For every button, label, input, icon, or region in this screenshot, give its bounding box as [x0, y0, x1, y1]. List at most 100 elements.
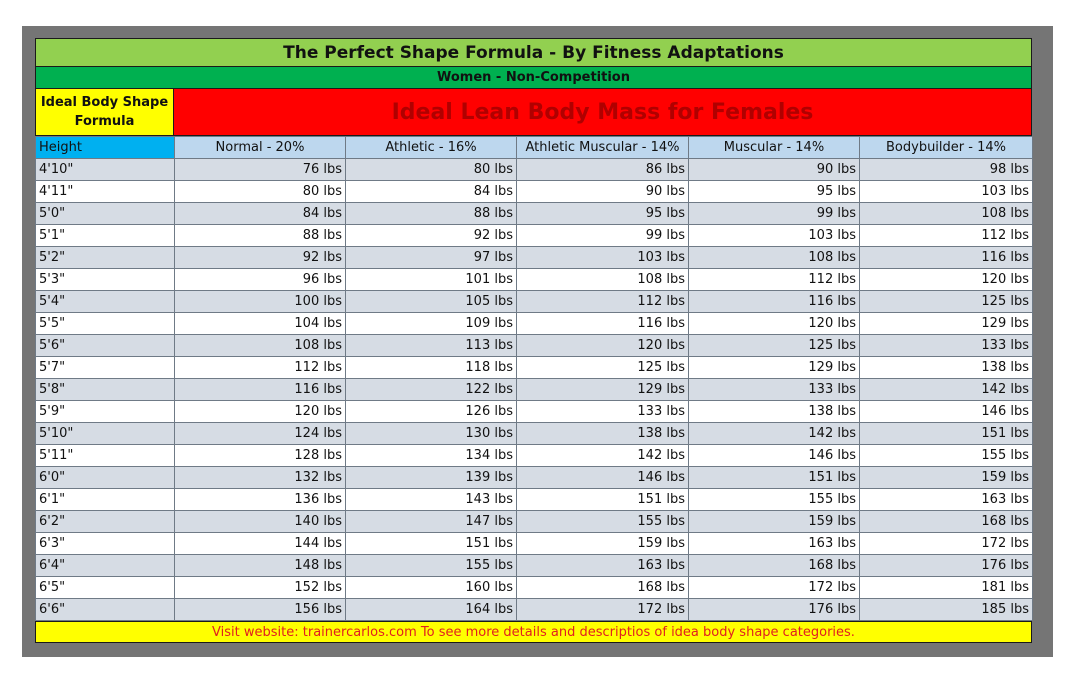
weight-cell: 90 lbs: [689, 159, 860, 181]
weight-cell: 125 lbs: [517, 357, 689, 379]
height-cell: 5'8": [36, 379, 175, 401]
ideal-body-shape-label: Ideal Body Shape Formula: [35, 89, 174, 136]
weight-cell: 138 lbs: [689, 401, 860, 423]
table-row: 4'11" 80 lbs 84 lbs 90 lbs 95 lbs 103 lbs: [36, 181, 1033, 203]
weight-cell: 143 lbs: [346, 489, 517, 511]
table-row: 5'5" 104 lbs 109 lbs 116 lbs 120 lbs 129 lbs: [36, 313, 1033, 335]
weight-cell: 163 lbs: [689, 533, 860, 555]
weight-cell: 109 lbs: [346, 313, 517, 335]
table-row: 5'1" 88 lbs 92 lbs 99 lbs 103 lbs 112 lbs: [36, 225, 1033, 247]
weight-cell: 147 lbs: [346, 511, 517, 533]
column-header-normal: Normal - 20%: [175, 137, 346, 159]
weight-cell: 100 lbs: [175, 291, 346, 313]
table-row: 6'5" 152 lbs 160 lbs 168 lbs 172 lbs 181 lbs: [36, 577, 1033, 599]
weight-cell: 146 lbs: [689, 445, 860, 467]
weight-cell: 103 lbs: [689, 225, 860, 247]
weight-cell: 172 lbs: [517, 599, 689, 621]
height-cell: 6'0": [36, 467, 175, 489]
weight-cell: 140 lbs: [175, 511, 346, 533]
ideal-label-line1: Ideal Body Shape: [41, 93, 168, 112]
weight-cell: 139 lbs: [346, 467, 517, 489]
height-cell: 5'7": [36, 357, 175, 379]
weight-cell: 125 lbs: [689, 335, 860, 357]
spreadsheet: The Perfect Shape Formula - By Fitness A…: [35, 38, 1032, 643]
table-row: 5'11" 128 lbs 134 lbs 142 lbs 146 lbs 155 lbs: [36, 445, 1033, 467]
table-row: 5'6" 108 lbs 113 lbs 120 lbs 125 lbs 133 lbs: [36, 335, 1033, 357]
weight-cell: 80 lbs: [346, 159, 517, 181]
weight-cell: 86 lbs: [517, 159, 689, 181]
column-header-athletic-muscular: Athletic Muscular - 14%: [517, 137, 689, 159]
weight-cell: 172 lbs: [689, 577, 860, 599]
weight-cell: 112 lbs: [517, 291, 689, 313]
weight-cell: 99 lbs: [517, 225, 689, 247]
weight-cell: 84 lbs: [346, 181, 517, 203]
weight-cell: 151 lbs: [860, 423, 1033, 445]
weight-cell: 163 lbs: [860, 489, 1033, 511]
weight-cell: 136 lbs: [175, 489, 346, 511]
table-row: 5'10" 124 lbs 130 lbs 138 lbs 142 lbs 151 lbs: [36, 423, 1033, 445]
weight-cell: 138 lbs: [860, 357, 1033, 379]
table-row: 4'10" 76 lbs 80 lbs 86 lbs 90 lbs 98 lbs: [36, 159, 1033, 181]
weight-cell: 151 lbs: [346, 533, 517, 555]
weight-cell: 164 lbs: [346, 599, 517, 621]
height-cell: 6'5": [36, 577, 175, 599]
height-cell: 5'2": [36, 247, 175, 269]
height-cell: 5'5": [36, 313, 175, 335]
weight-cell: 151 lbs: [689, 467, 860, 489]
weight-cell: 142 lbs: [517, 445, 689, 467]
height-cell: 5'1": [36, 225, 175, 247]
weight-cell: 112 lbs: [689, 269, 860, 291]
table-row: 5'3" 96 lbs 101 lbs 108 lbs 112 lbs 120 lbs: [36, 269, 1033, 291]
main-heading: Ideal Lean Body Mass for Females: [174, 89, 1032, 136]
weight-cell: 176 lbs: [689, 599, 860, 621]
weight-cell: 146 lbs: [517, 467, 689, 489]
weight-cell: 185 lbs: [860, 599, 1033, 621]
weight-cell: 159 lbs: [860, 467, 1033, 489]
weight-cell: 155 lbs: [517, 511, 689, 533]
weight-cell: 133 lbs: [517, 401, 689, 423]
weight-cell: 113 lbs: [346, 335, 517, 357]
weight-cell: 76 lbs: [175, 159, 346, 181]
weight-cell: 105 lbs: [346, 291, 517, 313]
weight-cell: 116 lbs: [517, 313, 689, 335]
weight-cell: 108 lbs: [517, 269, 689, 291]
weight-cell: 92 lbs: [346, 225, 517, 247]
weight-cell: 129 lbs: [517, 379, 689, 401]
weight-cell: 101 lbs: [346, 269, 517, 291]
height-cell: 5'4": [36, 291, 175, 313]
lean-mass-table: Height Normal - 20% Athletic - 16% Athle…: [35, 136, 1033, 621]
weight-cell: 138 lbs: [517, 423, 689, 445]
table-row: 5'4" 100 lbs 105 lbs 112 lbs 116 lbs 125 lbs: [36, 291, 1033, 313]
weight-cell: 120 lbs: [175, 401, 346, 423]
weight-cell: 129 lbs: [689, 357, 860, 379]
weight-cell: 128 lbs: [175, 445, 346, 467]
weight-cell: 181 lbs: [860, 577, 1033, 599]
weight-cell: 130 lbs: [346, 423, 517, 445]
weight-cell: 133 lbs: [860, 335, 1033, 357]
weight-cell: 144 lbs: [175, 533, 346, 555]
column-header-athletic: Athletic - 16%: [346, 137, 517, 159]
banner-row: Ideal Body Shape Formula Ideal Lean Body…: [35, 89, 1032, 136]
weight-cell: 108 lbs: [689, 247, 860, 269]
weight-cell: 84 lbs: [175, 203, 346, 225]
weight-cell: 112 lbs: [860, 225, 1033, 247]
weight-cell: 156 lbs: [175, 599, 346, 621]
weight-cell: 176 lbs: [860, 555, 1033, 577]
weight-cell: 116 lbs: [175, 379, 346, 401]
weight-cell: 163 lbs: [517, 555, 689, 577]
weight-cell: 120 lbs: [689, 313, 860, 335]
weight-cell: 108 lbs: [175, 335, 346, 357]
table-row: 6'4" 148 lbs 155 lbs 163 lbs 168 lbs 176 lbs: [36, 555, 1033, 577]
height-cell: 6'3": [36, 533, 175, 555]
sheet-subtitle: Women - Non-Competition: [35, 67, 1032, 89]
weight-cell: 120 lbs: [517, 335, 689, 357]
column-header-muscular: Muscular - 14%: [689, 137, 860, 159]
weight-cell: 152 lbs: [175, 577, 346, 599]
sheet-title: The Perfect Shape Formula - By Fitness A…: [35, 38, 1032, 67]
height-cell: 6'6": [36, 599, 175, 621]
weight-cell: 88 lbs: [175, 225, 346, 247]
height-cell: 5'6": [36, 335, 175, 357]
table-row: 5'8" 116 lbs 122 lbs 129 lbs 133 lbs 142 lbs: [36, 379, 1033, 401]
weight-cell: 155 lbs: [860, 445, 1033, 467]
weight-cell: 126 lbs: [346, 401, 517, 423]
